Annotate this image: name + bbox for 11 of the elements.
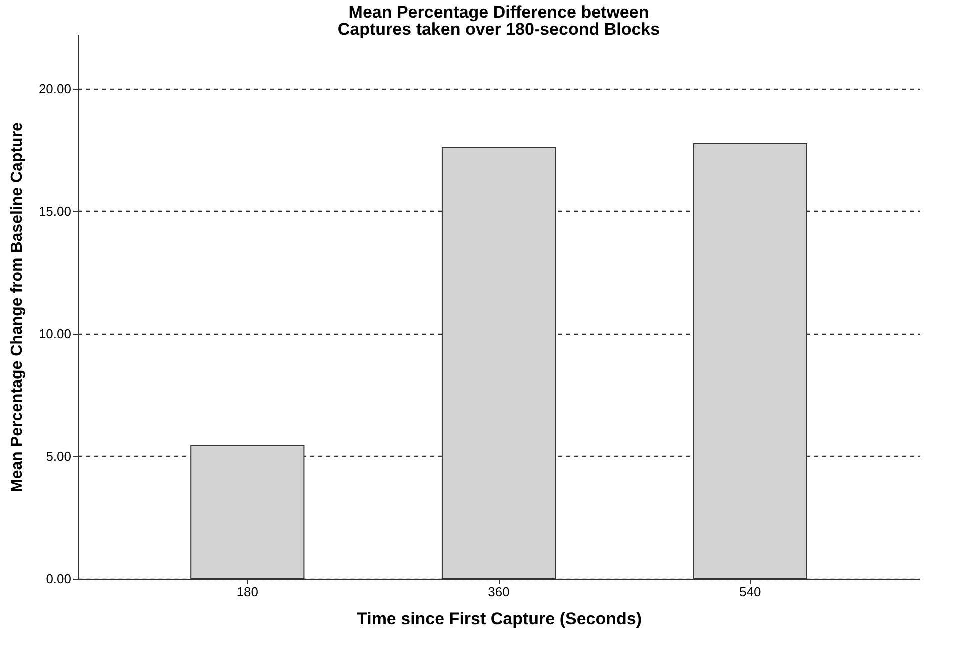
text: Mean Percentage Difference between — [348, 3, 650, 22]
y-tick-label: 10.00 — [38, 326, 72, 342]
y-tick-label: 5.00 — [46, 448, 72, 464]
x-axis-title: Time since First Capture (Seconds) — [357, 610, 642, 628]
x-tick-label: 540 — [739, 584, 762, 600]
y-tick-label: 0.00 — [46, 572, 72, 586]
x-tick-label: 360 — [488, 584, 510, 600]
y-tick-label: 15.00 — [38, 204, 72, 219]
y-axis-title: Mean Percentage Change from Baseline Capture — [8, 122, 26, 492]
x-tick-label: 180 — [236, 584, 259, 600]
y-tick-label: 20.00 — [38, 81, 72, 96]
